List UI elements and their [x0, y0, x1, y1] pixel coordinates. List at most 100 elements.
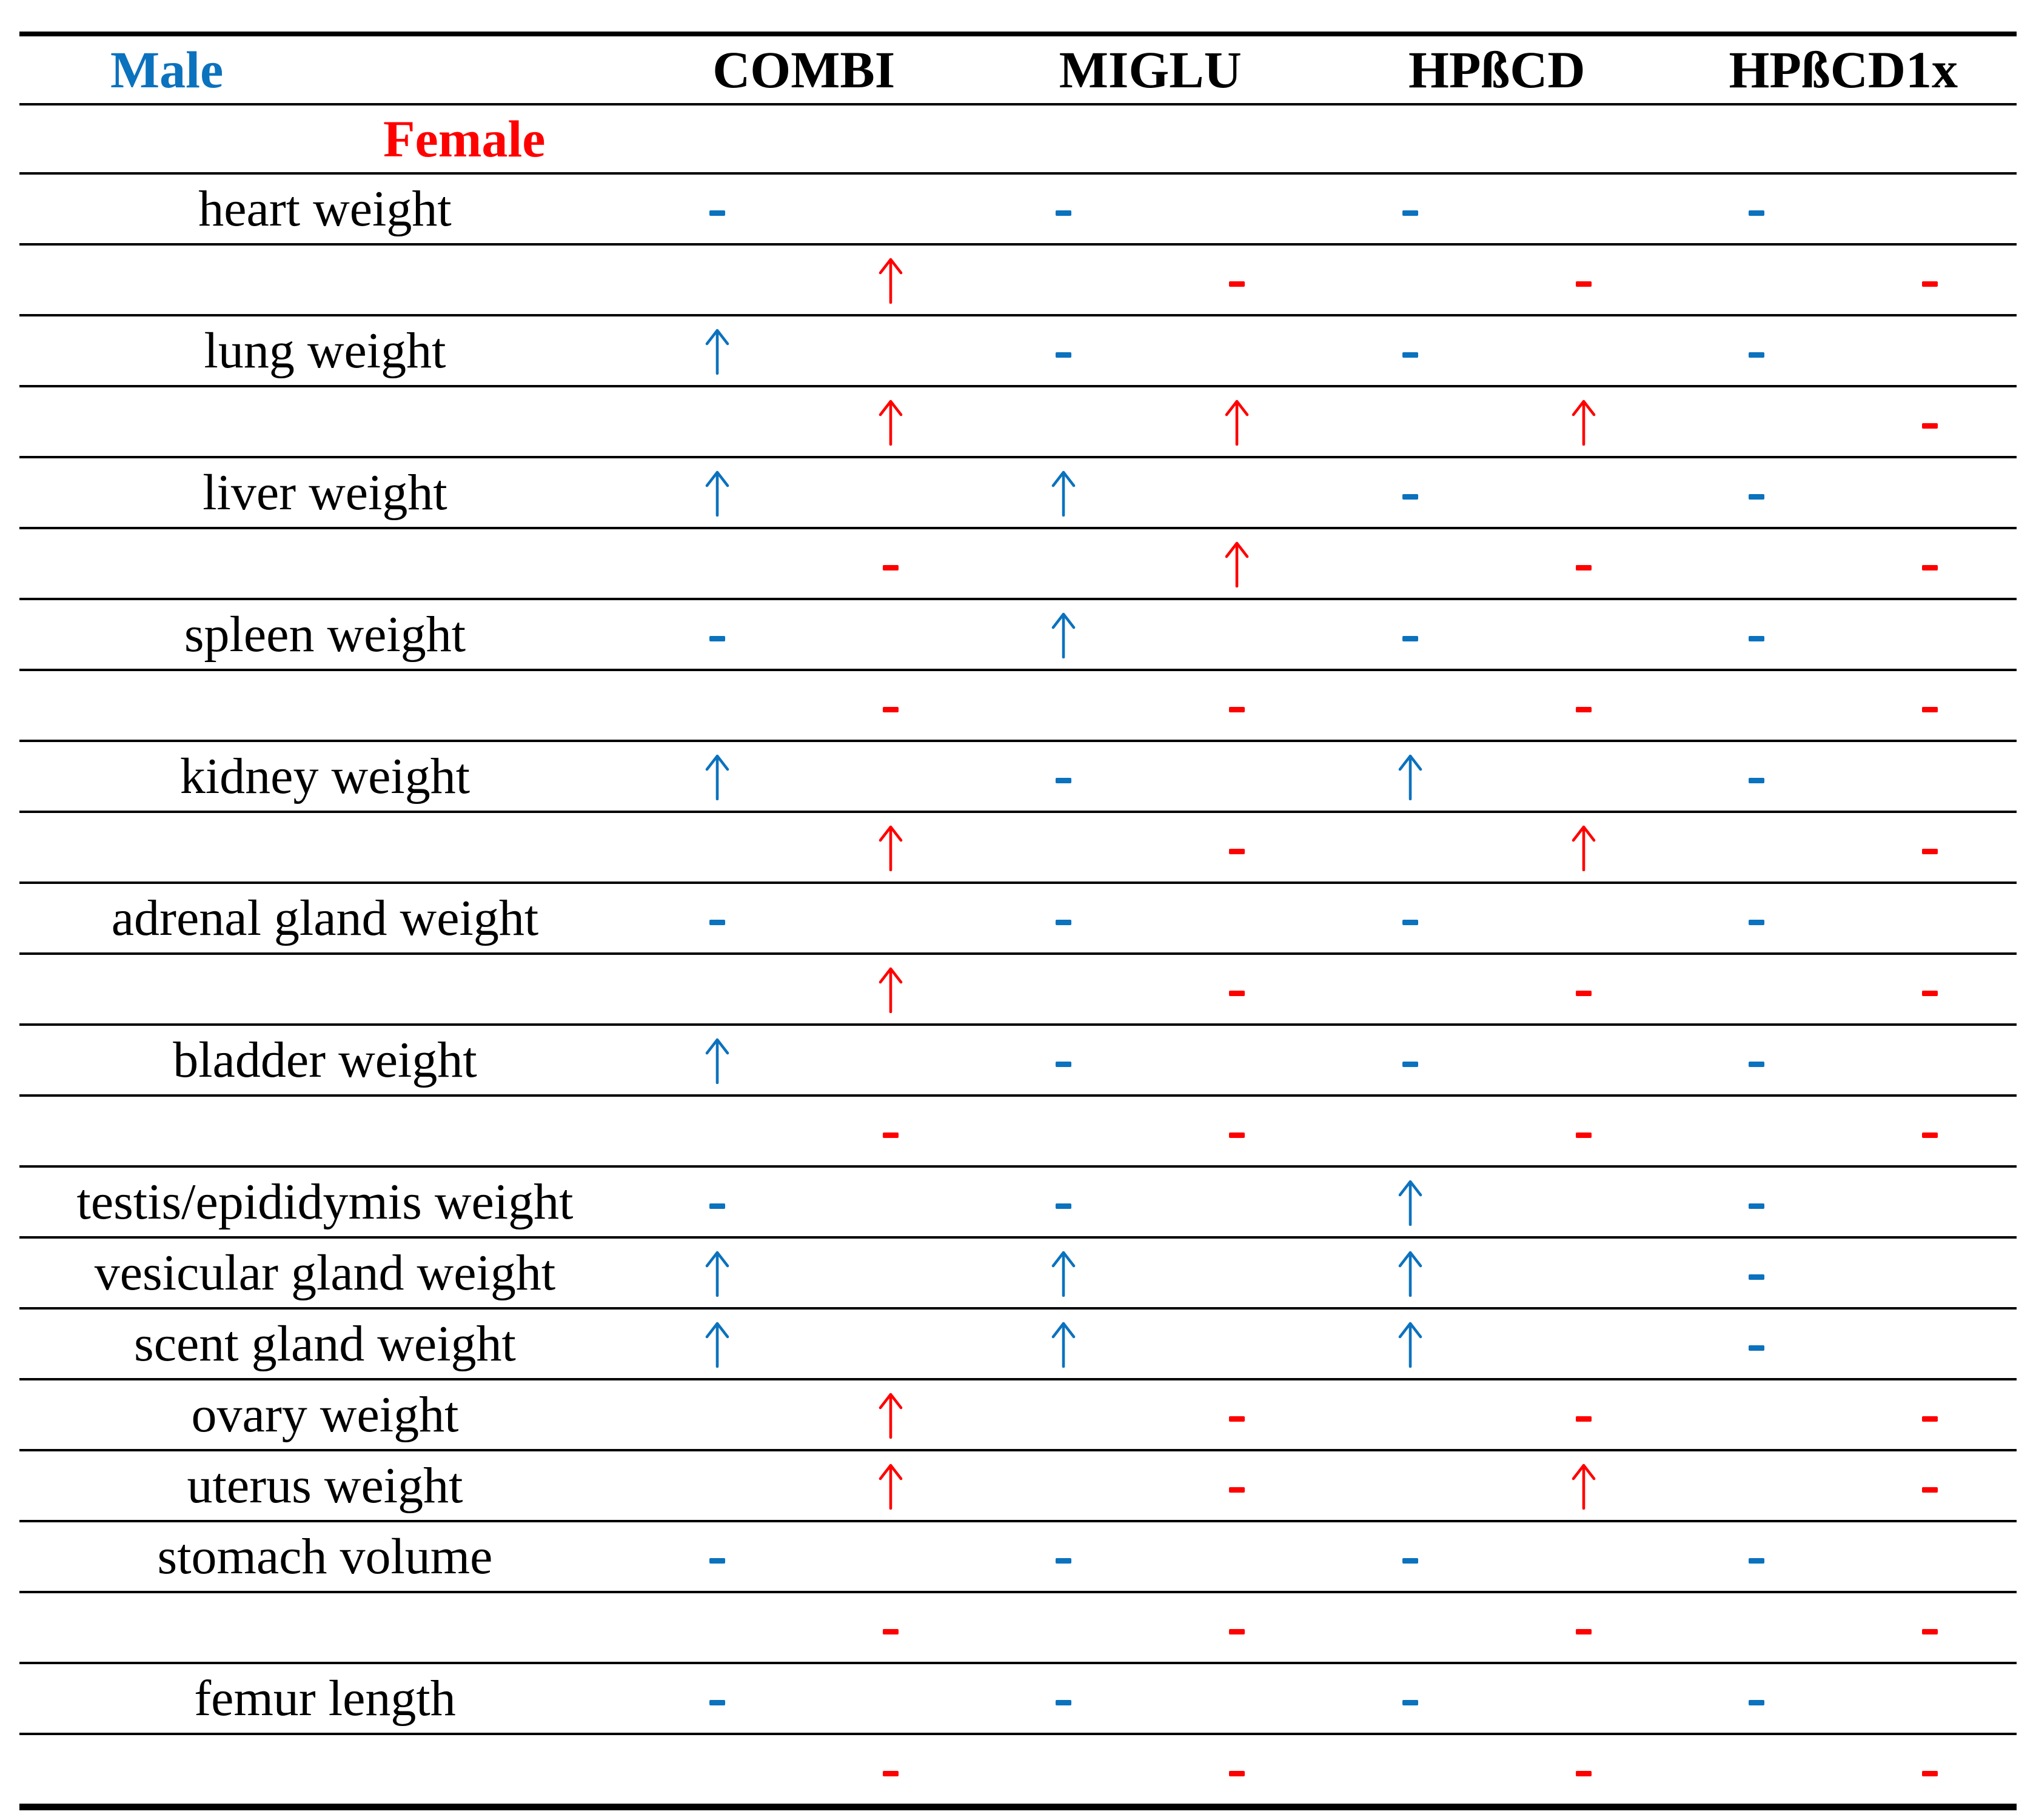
no-change-dash-icon — [1575, 991, 1592, 996]
column-header-miglu: MIGLU — [1059, 41, 1242, 99]
no-change-dash-icon — [1402, 1062, 1418, 1067]
table-row-bladder-weight-female — [19, 1097, 2017, 1168]
no-change-cell — [1843, 387, 2017, 456]
no-change-dash-icon — [1402, 494, 1418, 500]
no-change-cell — [631, 1168, 804, 1236]
increase-arrow-icon — [1398, 1251, 1422, 1297]
significant-increase-cell — [804, 1451, 977, 1520]
table-row-stomach-volume-male: stomach volume — [19, 1522, 2017, 1593]
no-change-cell — [1497, 1380, 1670, 1449]
no-change-cell — [1497, 529, 1670, 598]
no-change-dash-icon — [882, 1629, 899, 1634]
no-change-cell — [1670, 1168, 1843, 1236]
no-change-dash-icon — [1229, 1771, 1245, 1776]
significant-increase-cell — [804, 1380, 977, 1449]
no-change-dash-icon — [1749, 494, 1765, 500]
no-change-cell — [1670, 1664, 1843, 1733]
row-label: ovary weight — [191, 1387, 459, 1443]
no-change-cell — [1670, 1522, 1843, 1591]
increase-arrow-icon — [1225, 541, 1249, 587]
no-change-dash-icon — [1922, 1629, 1938, 1634]
increase-arrow-icon — [879, 400, 902, 446]
significant-increase-cell — [1324, 1310, 1497, 1378]
no-change-cell — [977, 1522, 1150, 1591]
no-change-dash-icon — [882, 1132, 899, 1138]
no-change-cell — [1324, 600, 1497, 669]
no-change-cell — [1497, 1593, 1670, 1662]
no-change-cell — [1324, 1522, 1497, 1591]
no-change-dash-icon — [1922, 565, 1938, 570]
increase-arrow-icon — [705, 1322, 729, 1368]
female-row-header: Female — [383, 110, 546, 168]
header-row-female: Female — [19, 105, 2017, 175]
no-change-dash-icon — [1402, 1700, 1418, 1705]
row-label: stomach volume — [157, 1528, 493, 1585]
increase-arrow-icon — [1572, 400, 1595, 446]
no-change-cell — [1150, 1593, 1324, 1662]
no-change-cell — [1150, 671, 1324, 740]
header-row-male: Male COMBI MIGLU HPßCD HPßCD1x — [19, 36, 2017, 105]
column-header-hpbcd: HPßCD — [1408, 41, 1586, 99]
increase-arrow-icon — [1572, 825, 1595, 871]
no-change-dash-icon — [709, 1203, 725, 1209]
no-change-dash-icon — [1749, 1062, 1765, 1067]
row-label: lung weight — [204, 323, 446, 379]
no-change-dash-icon — [1402, 352, 1418, 358]
no-change-cell — [631, 600, 804, 669]
increase-arrow-icon — [879, 1393, 902, 1439]
no-change-cell — [631, 175, 804, 243]
no-change-dash-icon — [1575, 565, 1592, 570]
no-change-cell — [631, 1522, 804, 1591]
no-change-dash-icon — [1575, 1771, 1592, 1776]
no-change-dash-icon — [1749, 636, 1765, 641]
increase-arrow-icon — [879, 1464, 902, 1510]
no-change-cell — [1150, 1380, 1324, 1449]
no-change-dash-icon — [1922, 1487, 1938, 1493]
significant-increase-cell — [977, 458, 1150, 527]
no-change-cell — [1670, 316, 1843, 385]
no-change-dash-icon — [1056, 1558, 1072, 1564]
no-change-cell — [1670, 600, 1843, 669]
no-change-cell — [1670, 1310, 1843, 1378]
no-change-dash-icon — [1749, 920, 1765, 925]
significant-increase-cell — [631, 742, 804, 811]
significant-increase-cell — [1497, 387, 1670, 456]
increase-arrow-icon — [705, 1038, 729, 1084]
no-change-dash-icon — [1749, 352, 1765, 358]
increase-arrow-icon — [1052, 1322, 1076, 1368]
row-label: kidney weight — [179, 748, 470, 805]
increase-arrow-icon — [1225, 400, 1249, 446]
table-row-spleen-weight-male: spleen weight — [19, 600, 2017, 671]
significant-increase-cell — [977, 1310, 1150, 1378]
no-change-cell — [1843, 955, 2017, 1023]
row-label: spleen weight — [184, 606, 466, 663]
significant-increase-cell — [1324, 742, 1497, 811]
table-row-uterus-weight-female: uterus weight — [19, 1451, 2017, 1522]
no-change-cell — [1150, 1451, 1324, 1520]
no-change-cell — [1150, 1735, 1324, 1804]
significant-increase-cell — [631, 1310, 804, 1378]
increase-arrow-icon — [1572, 1464, 1595, 1510]
significant-increase-cell — [1324, 1239, 1497, 1307]
increase-arrow-icon — [1052, 612, 1076, 658]
no-change-cell — [1324, 316, 1497, 385]
no-change-dash-icon — [1922, 991, 1938, 996]
no-change-cell — [1670, 1239, 1843, 1307]
no-change-cell — [631, 884, 804, 952]
increase-arrow-icon — [879, 258, 902, 304]
no-change-dash-icon — [1056, 1203, 1072, 1209]
table-row-vesicular-gland-weight-male: vesicular gland weight — [19, 1239, 2017, 1310]
no-change-dash-icon — [1749, 210, 1765, 216]
no-change-cell — [804, 1593, 977, 1662]
no-change-dash-icon — [1229, 1132, 1245, 1138]
no-change-cell — [804, 529, 977, 598]
no-change-dash-icon — [1922, 281, 1938, 287]
no-change-cell — [1497, 246, 1670, 314]
organ-weight-significance-table: Male COMBI MIGLU HPßCD HPßCD1x Female he… — [19, 32, 2017, 1810]
table-row-femur-length-female — [19, 1735, 2017, 1804]
row-label: liver weight — [203, 464, 447, 521]
significant-increase-cell — [804, 955, 977, 1023]
no-change-dash-icon — [1922, 1132, 1938, 1138]
no-change-cell — [1324, 884, 1497, 952]
